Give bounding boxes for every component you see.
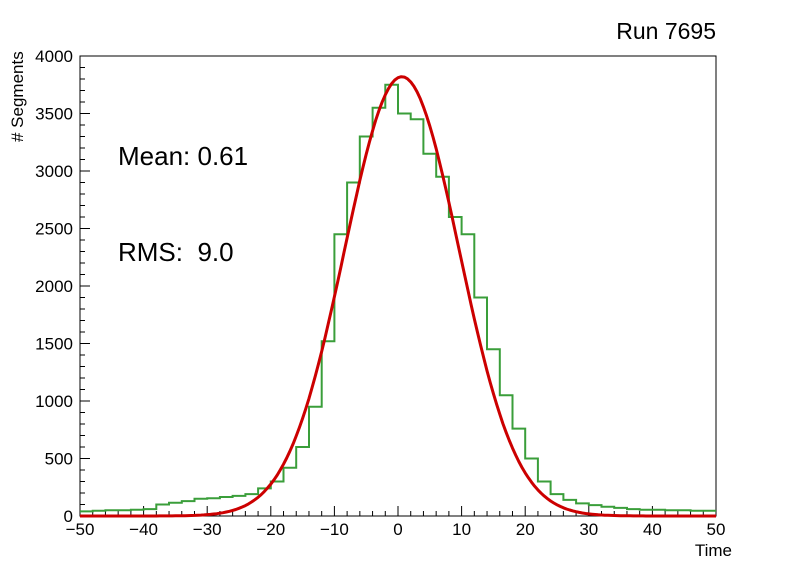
x-tick-label: −40: [129, 520, 158, 539]
x-tick-label: 0: [393, 520, 402, 539]
stat-mean: Mean: 0.61: [118, 141, 249, 171]
stats-box: Mean: 0.61 RMS: 9.0: [118, 76, 248, 332]
y-tick-label: 3500: [35, 105, 73, 124]
x-tick-label: −30: [193, 520, 222, 539]
y-tick-label: 0: [64, 507, 73, 526]
y-tick-label: 3000: [35, 162, 73, 181]
y-tick-label: 2500: [35, 220, 73, 239]
y-tick-label: 1500: [35, 335, 73, 354]
y-tick-label: 4000: [35, 47, 73, 66]
fit-curve: [80, 75, 716, 518]
plot-title: Run 7695: [616, 18, 716, 44]
x-tick-label: −20: [256, 520, 285, 539]
x-axis-title: Time: [694, 541, 732, 560]
x-tick-label: 10: [452, 520, 471, 539]
y-axis-title: # Segments: [8, 51, 27, 142]
x-tick-label: −50: [66, 520, 95, 539]
stat-rms: RMS: 9.0: [118, 237, 234, 267]
x-tick-label: −10: [320, 520, 349, 539]
y-tick-label: 1000: [35, 392, 73, 411]
x-tick-label: 40: [643, 520, 662, 539]
x-tick-label: 20: [516, 520, 535, 539]
x-tick-label: 50: [707, 520, 726, 539]
x-tick-label: 30: [579, 520, 598, 539]
y-tick-label: 500: [45, 450, 73, 469]
y-tick-label: 2000: [35, 277, 73, 296]
